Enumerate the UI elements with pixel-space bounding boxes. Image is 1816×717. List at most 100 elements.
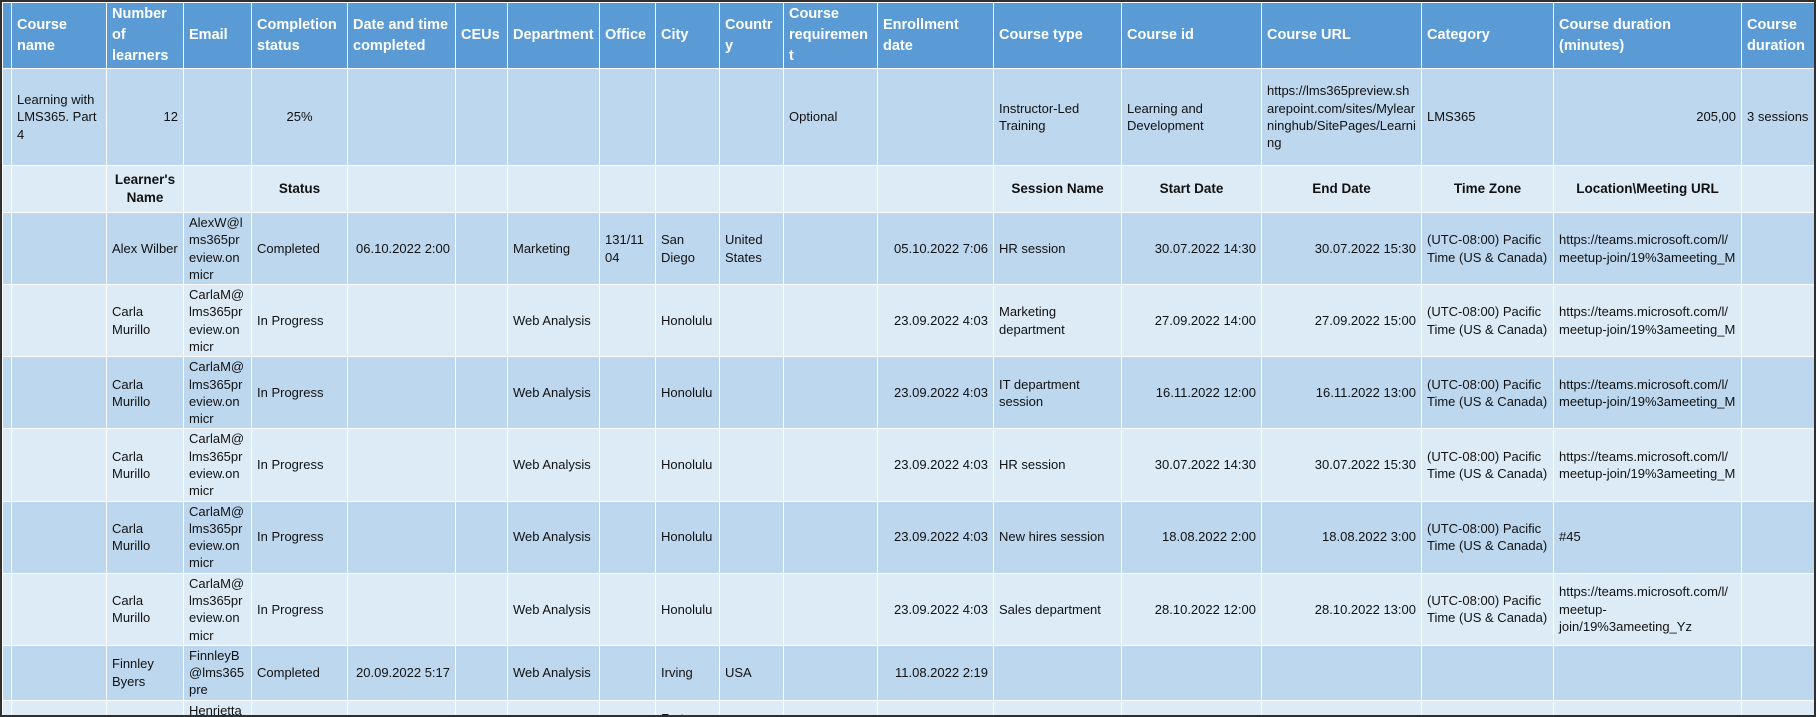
completion-status-header[interactable]: Completion status: [251, 2, 348, 70]
session-name-cell[interactable]: New hires session: [993, 500, 1122, 574]
ceus-cell[interactable]: [455, 644, 508, 701]
blank-cell[interactable]: [1741, 165, 1814, 214]
end-date-cell[interactable]: 30.07.2022 15:30: [1261, 212, 1422, 286]
department-cell[interactable]: Web Analysis: [507, 572, 600, 646]
status-subheader[interactable]: Status: [251, 165, 348, 214]
country-cell[interactable]: [719, 428, 784, 502]
learner-name-cell[interactable]: Henrietta Mueller: [106, 699, 184, 715]
end-date-cell[interactable]: [1261, 644, 1422, 701]
ceus-cell[interactable]: [455, 500, 508, 574]
session-name-cell[interactable]: Marketing department: [993, 284, 1122, 358]
course-name-cell[interactable]: [11, 356, 107, 430]
email-cell[interactable]: [183, 68, 252, 167]
email-cell[interactable]: AlexW@lms365preview.onmicr: [183, 212, 252, 286]
end-date-cell[interactable]: 30.07.2022 15:30: [1261, 699, 1422, 715]
department-cell[interactable]: Web Analysis: [507, 356, 600, 430]
requirement-cell[interactable]: [783, 428, 878, 502]
enrollment-date-cell[interactable]: 11.08.2022 2:19: [877, 644, 994, 701]
department-cell[interactable]: Web Analysis: [507, 428, 600, 502]
end-date-cell[interactable]: 16.11.2022 13:00: [1261, 356, 1422, 430]
completed-date-cell[interactable]: [347, 572, 456, 646]
location-url-cell[interactable]: https://teams.microsoft.com/l/meetup-joi…: [1553, 284, 1742, 358]
department-cell[interactable]: Web Analysis: [507, 500, 600, 574]
requirement-cell[interactable]: [783, 500, 878, 574]
date-time-completed-header[interactable]: Date and time completed: [347, 2, 456, 70]
department-header[interactable]: Department: [507, 2, 600, 70]
session-name-subheader[interactable]: Session Name: [993, 165, 1122, 214]
ceus-cell[interactable]: [455, 428, 508, 502]
course-name-cell[interactable]: [11, 699, 107, 715]
city-cell[interactable]: Honolulu: [655, 572, 720, 646]
course-category-cell[interactable]: LMS365: [1421, 68, 1554, 167]
ceus-header[interactable]: CEUs: [455, 2, 508, 70]
start-date-cell[interactable]: 18.08.2022 2:00: [1121, 500, 1262, 574]
course-name-cell[interactable]: [11, 284, 107, 358]
completed-date-cell[interactable]: 06.10.2022 2:00: [347, 212, 456, 286]
blank-cell[interactable]: [719, 165, 784, 214]
course-name-header[interactable]: Course name: [11, 2, 107, 70]
start-date-cell[interactable]: [1121, 644, 1262, 701]
email-cell[interactable]: HenriettaM@lms365preview.o: [183, 699, 252, 715]
ceus-cell[interactable]: [455, 284, 508, 358]
location-url-cell[interactable]: https://teams.microsoft.com/l/meetup-joi…: [1553, 572, 1742, 646]
office-cell[interactable]: [599, 356, 656, 430]
end-date-cell[interactable]: 30.07.2022 15:30: [1261, 428, 1422, 502]
location-url-cell[interactable]: [1553, 644, 1742, 701]
country-cell[interactable]: USA: [719, 644, 784, 701]
duration-cell[interactable]: [1741, 356, 1814, 430]
time-zone-cell[interactable]: (UTC-08:00) Pacific Time (US & Canada): [1421, 572, 1554, 646]
city-cell[interactable]: Irving: [655, 644, 720, 701]
city-cell[interactable]: Honolulu: [655, 428, 720, 502]
start-date-cell[interactable]: 16.11.2022 12:00: [1121, 356, 1262, 430]
course-name-cell[interactable]: [11, 644, 107, 701]
ceus-cell[interactable]: [455, 699, 508, 715]
ceus-cell[interactable]: [455, 212, 508, 286]
status-cell[interactable]: In Progress: [251, 699, 348, 715]
learner-name-cell[interactable]: Carla Murillo: [106, 572, 184, 646]
end-date-subheader[interactable]: End Date: [1261, 165, 1422, 214]
country-cell[interactable]: [719, 356, 784, 430]
enrollment-date-cell[interactable]: 23.09.2022 4:03: [877, 572, 994, 646]
email-cell[interactable]: CarlaM@lms365preview.onmicr: [183, 572, 252, 646]
enrollment-date-cell[interactable]: 05.10.2022 7:07: [877, 699, 994, 715]
completed-date-cell[interactable]: [347, 284, 456, 358]
course-id-cell[interactable]: Learning and Development: [1121, 68, 1262, 167]
start-date-subheader[interactable]: Start Date: [1121, 165, 1262, 214]
blank-cell[interactable]: [877, 165, 994, 214]
course-url-cell[interactable]: https://lms365preview.sharepoint.com/sit…: [1261, 68, 1422, 167]
ceus-cell[interactable]: [455, 356, 508, 430]
session-name-cell[interactable]: Sales department: [993, 572, 1122, 646]
location-url-subheader[interactable]: Location\Meeting URL: [1553, 165, 1742, 214]
requirement-cell[interactable]: [783, 284, 878, 358]
category-header[interactable]: Category: [1421, 2, 1554, 70]
blank-cell[interactable]: [11, 165, 107, 214]
office-cell[interactable]: [599, 284, 656, 358]
status-cell[interactable]: In Progress: [251, 284, 348, 358]
country-cell[interactable]: [719, 500, 784, 574]
department-cell[interactable]: Marketing: [507, 212, 600, 286]
email-cell[interactable]: CarlaM@lms365preview.onmicr: [183, 356, 252, 430]
course-requirement-header[interactable]: Course requirement: [783, 2, 878, 70]
session-name-cell[interactable]: IT department session: [993, 356, 1122, 430]
city-cell[interactable]: Fort Lauderdale: [655, 699, 720, 715]
city-cell[interactable]: Honolulu: [655, 284, 720, 358]
blank-cell[interactable]: [455, 165, 508, 214]
requirement-cell[interactable]: [783, 212, 878, 286]
duration-cell[interactable]: [1741, 644, 1814, 701]
requirement-cell[interactable]: [783, 572, 878, 646]
learner-name-cell[interactable]: Carla Murillo: [106, 428, 184, 502]
course-name-cell[interactable]: Learning with LMS365. Part 4: [11, 68, 107, 167]
end-date-cell[interactable]: 18.08.2022 3:00: [1261, 500, 1422, 574]
status-cell[interactable]: Completed: [251, 644, 348, 701]
enrollment-date-cell[interactable]: 23.09.2022 4:03: [877, 500, 994, 574]
start-date-cell[interactable]: 30.07.2022 14:30: [1121, 428, 1262, 502]
office-cell[interactable]: [599, 68, 656, 167]
completed-date-cell[interactable]: [347, 500, 456, 574]
enrollment-date-header[interactable]: Enrollment date: [877, 2, 994, 70]
course-url-header[interactable]: Course URL: [1261, 2, 1422, 70]
learner-name-cell[interactable]: Carla Murillo: [106, 500, 184, 574]
email-cell[interactable]: CarlaM@lms365preview.onmicr: [183, 284, 252, 358]
city-cell[interactable]: [655, 68, 720, 167]
completed-date-cell[interactable]: 20.09.2022 5:17: [347, 644, 456, 701]
date-completed-cell[interactable]: [347, 68, 456, 167]
